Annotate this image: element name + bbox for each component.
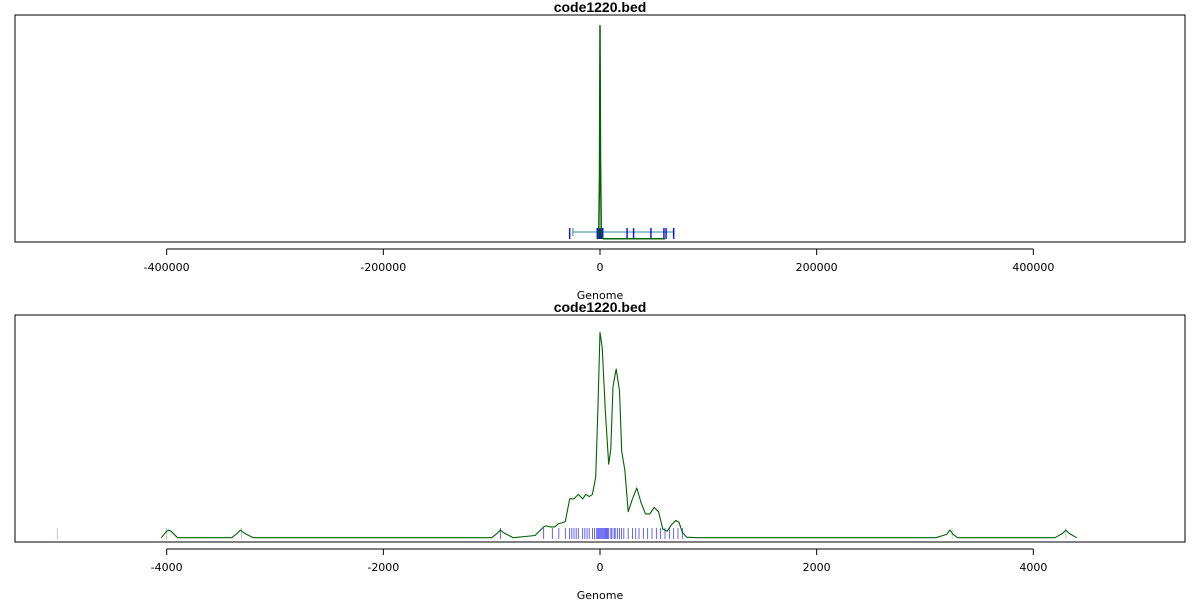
bottom-panel-title: code1220.bed xyxy=(554,299,647,315)
density-line xyxy=(596,25,665,240)
x-tick-label: 200000 xyxy=(796,261,838,274)
x-tick-label: -2000 xyxy=(367,561,399,574)
top-density-series xyxy=(596,25,665,240)
x-tick-label: 400000 xyxy=(1012,261,1054,274)
x-tick-label: -200000 xyxy=(360,261,406,274)
top-genome-density-panel: code1220.bed -400000 -200000 0 200000 400000… xyxy=(14,0,1186,302)
bottom-genome-density-panel: code1220.bed -4000 -2000 0 2000 4000 Genome xyxy=(14,299,1186,600)
x-tick-label: -400000 xyxy=(144,261,190,274)
x-tick-label: 4000 xyxy=(1019,561,1047,574)
bottom-density-series xyxy=(160,331,1077,539)
top-x-axis: -400000 -200000 0 200000 400000 xyxy=(144,248,1054,274)
x-tick-label: 0 xyxy=(597,561,604,574)
x-tick-label: 2000 xyxy=(803,561,831,574)
bottom-plot-frame xyxy=(14,314,1186,543)
top-panel-title: code1220.bed xyxy=(554,0,647,15)
top-plot-frame xyxy=(14,14,1186,243)
x-tick-label: 0 xyxy=(597,261,604,274)
bottom-x-axis: -4000 -2000 0 2000 4000 xyxy=(151,548,1047,574)
top-x-axis-label: Genome xyxy=(577,289,624,302)
top-rug-marks xyxy=(568,228,675,239)
density-line xyxy=(160,331,1077,539)
bottom-x-axis-label: Genome xyxy=(577,589,624,600)
x-tick-label: -4000 xyxy=(151,561,183,574)
